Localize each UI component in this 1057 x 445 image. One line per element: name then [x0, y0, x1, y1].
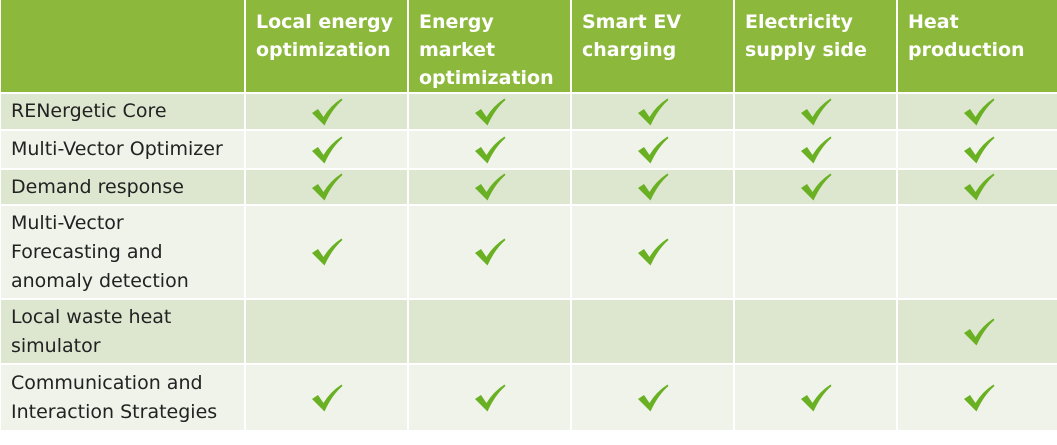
check-cell [572, 131, 733, 168]
capability-matrix-table: Local energy optimization Energy market … [1, 0, 1057, 430]
table-row: Demand response [1, 170, 1057, 204]
check-cell [898, 365, 1057, 430]
row-label: Local waste heat simulator [1, 300, 244, 363]
check-cell [898, 206, 1057, 298]
check-cell [409, 300, 570, 363]
check-cell [409, 94, 570, 129]
check-cell [246, 206, 407, 298]
check-icon [800, 173, 831, 201]
check-icon [800, 384, 831, 411]
check-cell [572, 94, 733, 129]
check-icon [311, 238, 342, 266]
check-cell [246, 300, 407, 363]
check-cell [898, 131, 1057, 168]
row-label: Demand response [1, 170, 244, 204]
check-cell [246, 365, 407, 430]
check-icon [311, 384, 342, 411]
check-icon [311, 136, 342, 163]
check-cell [572, 300, 733, 363]
table-row: Multi-Vector Optimizer [1, 131, 1057, 168]
check-icon [474, 384, 505, 411]
check-icon [311, 173, 342, 201]
check-cell [735, 131, 896, 168]
header-energy-market-optimization: Energy market optimization [409, 0, 570, 92]
check-icon [474, 136, 505, 163]
check-cell [572, 365, 733, 430]
check-cell [898, 170, 1057, 204]
header-local-energy-optimization: Local energy optimization [246, 0, 407, 92]
check-cell [572, 206, 733, 298]
check-icon [311, 98, 342, 125]
check-cell [735, 170, 896, 204]
header-row: Local energy optimization Energy market … [1, 0, 1057, 92]
check-cell [246, 131, 407, 168]
check-cell [735, 206, 896, 298]
check-icon [800, 136, 831, 163]
check-icon [963, 173, 994, 201]
check-icon [474, 98, 505, 125]
check-cell [898, 94, 1057, 129]
header-smart-ev-charging: Smart EV charging [572, 0, 733, 92]
header-heat-production: Heat production [898, 0, 1057, 92]
check-cell [409, 365, 570, 430]
check-cell [735, 94, 896, 129]
header-electricity-supply-side: Electricity supply side [735, 0, 896, 92]
check-cell [572, 170, 733, 204]
check-icon [637, 98, 668, 125]
row-label: Multi-Vector Forecasting and anomaly det… [1, 206, 244, 298]
check-icon [963, 384, 994, 411]
check-cell [735, 300, 896, 363]
check-icon [637, 136, 668, 163]
check-icon [800, 98, 831, 125]
check-icon [474, 173, 505, 201]
header-corner-cell [1, 0, 244, 92]
row-label: Multi-Vector Optimizer [1, 131, 244, 168]
check-icon [637, 173, 668, 201]
table-row: Multi-Vector Forecasting and anomaly det… [1, 206, 1057, 298]
check-cell [246, 94, 407, 129]
table-row: RENergetic Core [1, 94, 1057, 129]
check-cell [246, 170, 407, 204]
check-icon [474, 238, 505, 266]
check-cell [409, 131, 570, 168]
check-cell [898, 300, 1057, 363]
check-icon [963, 98, 994, 125]
check-cell [409, 206, 570, 298]
check-icon [637, 238, 668, 266]
table-row: Local waste heat simulator [1, 300, 1057, 363]
check-cell [409, 170, 570, 204]
table-row: Communication and Interaction Strategies [1, 365, 1057, 430]
check-cell [735, 365, 896, 430]
check-icon [963, 318, 994, 345]
check-icon [637, 384, 668, 411]
check-icon [963, 136, 994, 163]
row-label: RENergetic Core [1, 94, 244, 129]
row-label: Communication and Interaction Strategies [1, 365, 244, 430]
